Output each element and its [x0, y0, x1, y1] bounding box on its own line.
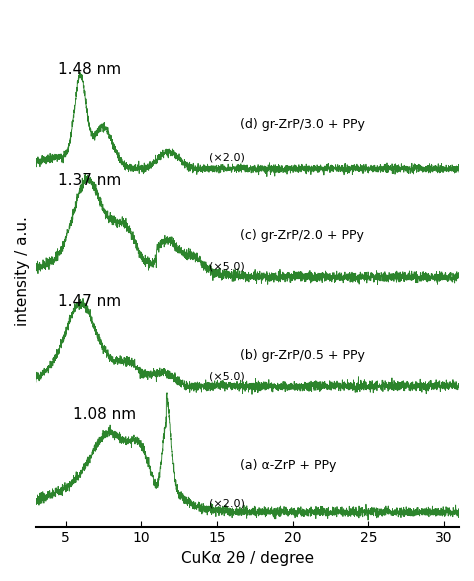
Text: 1.47 nm: 1.47 nm: [58, 294, 121, 309]
Text: 1.37 nm: 1.37 nm: [58, 173, 121, 188]
X-axis label: CuKα 2θ / degree: CuKα 2θ / degree: [181, 551, 314, 566]
Text: 1.08 nm: 1.08 nm: [73, 407, 137, 422]
Text: (×5.0): (×5.0): [210, 261, 245, 272]
Text: (×2.0): (×2.0): [210, 498, 246, 509]
Text: (a) α-ZrP + PPy: (a) α-ZrP + PPy: [240, 458, 336, 472]
Text: 1.48 nm: 1.48 nm: [58, 62, 121, 77]
Text: (×2.0): (×2.0): [210, 153, 246, 163]
Text: (d) gr-ZrP/3.0 + PPy: (d) gr-ZrP/3.0 + PPy: [240, 118, 365, 131]
Text: (×5.0): (×5.0): [210, 371, 245, 381]
Text: (b) gr-ZrP/0.5 + PPy: (b) gr-ZrP/0.5 + PPy: [240, 349, 365, 361]
Y-axis label: intensity / a.u.: intensity / a.u.: [15, 216, 30, 326]
Text: (c) gr-ZrP/2.0 + PPy: (c) gr-ZrP/2.0 + PPy: [240, 229, 364, 242]
